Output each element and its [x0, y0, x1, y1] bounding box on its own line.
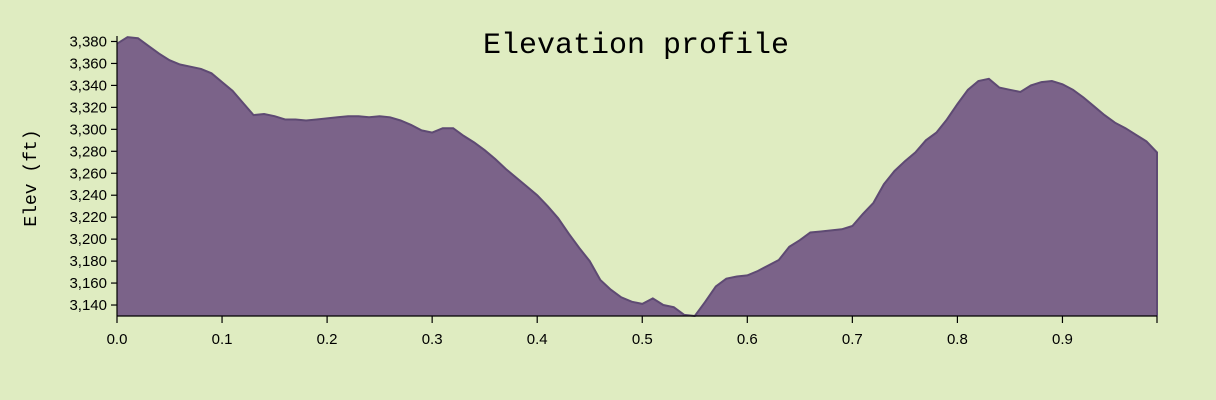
- y-axis-title: Elev (ft): [22, 129, 42, 226]
- y-axis: 3,140 3,160 3,180 3,200 3,220 3,240 3,260 3,280…: [69, 33, 118, 316]
- x-tick-label: 0.6: [737, 331, 758, 348]
- plot-area: [116, 36, 1158, 318]
- y-tick-label: 3,300: [69, 121, 107, 138]
- x-tick-label: 0.4: [527, 331, 548, 348]
- y-tick-label: 3,380: [69, 33, 107, 50]
- y-tick-label: 3,260: [69, 165, 107, 182]
- x-tick-label: 0.1: [212, 331, 233, 348]
- x-tick-label: 0.8: [947, 331, 968, 348]
- x-tick-label: 0.3: [422, 331, 443, 348]
- y-tick-label: 3,160: [69, 275, 107, 292]
- y-tick-label: 3,240: [69, 187, 107, 204]
- y-tick-label: 3,220: [69, 209, 107, 226]
- x-tick-label: 0.5: [632, 331, 653, 348]
- y-tick-label: 3,320: [69, 99, 107, 116]
- x-tick-label: 0.7: [842, 331, 863, 348]
- x-tick-label: 0.9: [1052, 331, 1073, 348]
- y-tick-label: 3,200: [69, 231, 107, 248]
- y-tick-label: 3,360: [69, 55, 107, 72]
- y-tick-label: 3,140: [69, 297, 107, 314]
- y-tick-label: 3,180: [69, 253, 107, 270]
- x-axis: 0.0 0.1 0.2 0.3 0.4 0.5 0.6 0.7 0.8 0.9: [107, 315, 1158, 348]
- elevation-line: [116, 36, 1158, 318]
- x-tick-label: 0.2: [317, 331, 338, 348]
- chart-title: Elevation profile: [483, 29, 789, 63]
- y-tick-label: 3,340: [69, 77, 107, 94]
- x-tick-label: 0.0: [107, 331, 128, 348]
- elevation-area: [117, 37, 1157, 316]
- y-tick-label: 3,280: [69, 143, 107, 160]
